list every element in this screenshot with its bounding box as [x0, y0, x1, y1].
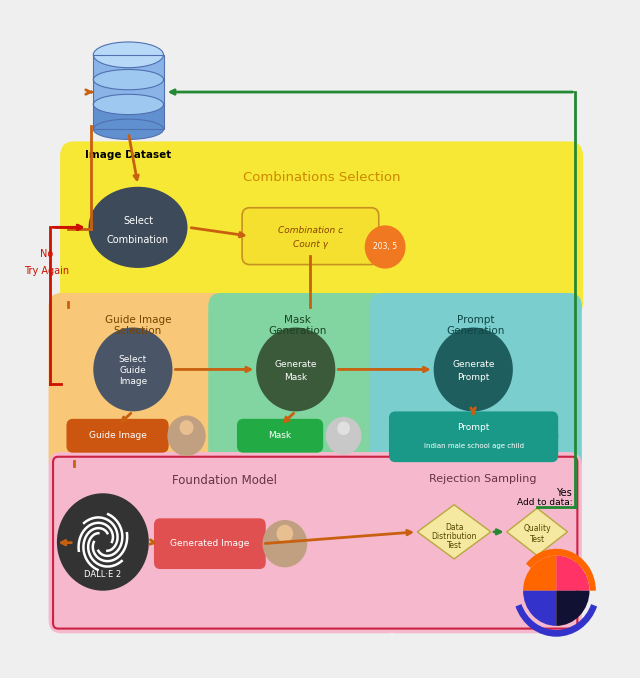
Text: Mask
Generation: Mask Generation [268, 315, 327, 336]
Circle shape [93, 327, 173, 412]
Text: Quality: Quality [524, 524, 551, 533]
Text: Count γ: Count γ [293, 240, 328, 249]
Text: Generate: Generate [275, 359, 317, 369]
Text: Yes: Yes [557, 487, 572, 498]
FancyBboxPatch shape [370, 293, 582, 475]
Text: Guide Image
Selection: Guide Image Selection [105, 315, 172, 336]
Text: Test: Test [529, 536, 545, 544]
Wedge shape [523, 555, 556, 591]
Text: Add to data:: Add to data: [516, 498, 572, 507]
FancyBboxPatch shape [154, 518, 266, 569]
Wedge shape [556, 591, 589, 626]
FancyBboxPatch shape [93, 104, 164, 129]
Wedge shape [556, 555, 589, 591]
Circle shape [262, 520, 307, 567]
Circle shape [57, 494, 149, 591]
Polygon shape [507, 508, 568, 555]
Ellipse shape [93, 119, 164, 140]
FancyBboxPatch shape [389, 430, 558, 462]
FancyBboxPatch shape [49, 452, 400, 633]
Circle shape [256, 327, 335, 412]
Text: Indian male school age child: Indian male school age child [424, 443, 524, 449]
Text: Select: Select [123, 216, 153, 226]
Circle shape [365, 225, 406, 268]
Text: Guide Image: Guide Image [88, 431, 147, 440]
Circle shape [168, 416, 205, 456]
FancyBboxPatch shape [93, 55, 164, 79]
Text: Image: Image [119, 377, 147, 386]
Ellipse shape [93, 69, 164, 89]
Text: Prompt: Prompt [457, 373, 490, 382]
Text: 203, 5: 203, 5 [373, 243, 397, 252]
Text: Image Dataset: Image Dataset [85, 150, 172, 160]
Text: Select: Select [119, 355, 147, 365]
Circle shape [179, 420, 193, 435]
Text: Guide: Guide [120, 366, 147, 376]
Text: Generate: Generate [452, 359, 495, 369]
FancyBboxPatch shape [49, 293, 227, 475]
Text: Prompt
Generation: Prompt Generation [447, 315, 505, 336]
Text: Test: Test [447, 541, 461, 550]
Ellipse shape [93, 42, 164, 68]
FancyBboxPatch shape [93, 79, 164, 104]
Text: Distribution: Distribution [431, 532, 477, 541]
Polygon shape [417, 504, 491, 559]
Circle shape [337, 422, 350, 435]
Text: DALL·E 2: DALL·E 2 [84, 570, 122, 579]
Text: Mask: Mask [269, 431, 292, 440]
Circle shape [326, 417, 362, 455]
Ellipse shape [93, 94, 164, 115]
Ellipse shape [88, 186, 188, 268]
FancyBboxPatch shape [389, 412, 558, 444]
Circle shape [276, 525, 293, 542]
Text: Combinations Selection: Combinations Selection [243, 172, 401, 184]
FancyBboxPatch shape [208, 293, 387, 475]
Text: Rejection Sampling: Rejection Sampling [429, 474, 536, 483]
FancyBboxPatch shape [237, 419, 323, 453]
FancyBboxPatch shape [60, 142, 583, 317]
Wedge shape [526, 549, 596, 591]
FancyBboxPatch shape [67, 419, 169, 453]
Wedge shape [515, 604, 597, 637]
Text: Generated Image: Generated Image [170, 539, 250, 549]
Text: Data: Data [445, 523, 463, 532]
FancyBboxPatch shape [242, 207, 379, 264]
Circle shape [434, 327, 513, 412]
Text: Combination: Combination [107, 235, 169, 245]
Text: Combination c: Combination c [278, 226, 343, 235]
Text: Try Again: Try Again [24, 266, 69, 277]
Text: Foundation Model: Foundation Model [172, 474, 276, 487]
Wedge shape [523, 591, 556, 626]
Text: No: No [40, 250, 53, 260]
Text: Mask: Mask [284, 373, 307, 382]
FancyBboxPatch shape [384, 452, 582, 633]
Text: Prompt: Prompt [458, 423, 490, 432]
